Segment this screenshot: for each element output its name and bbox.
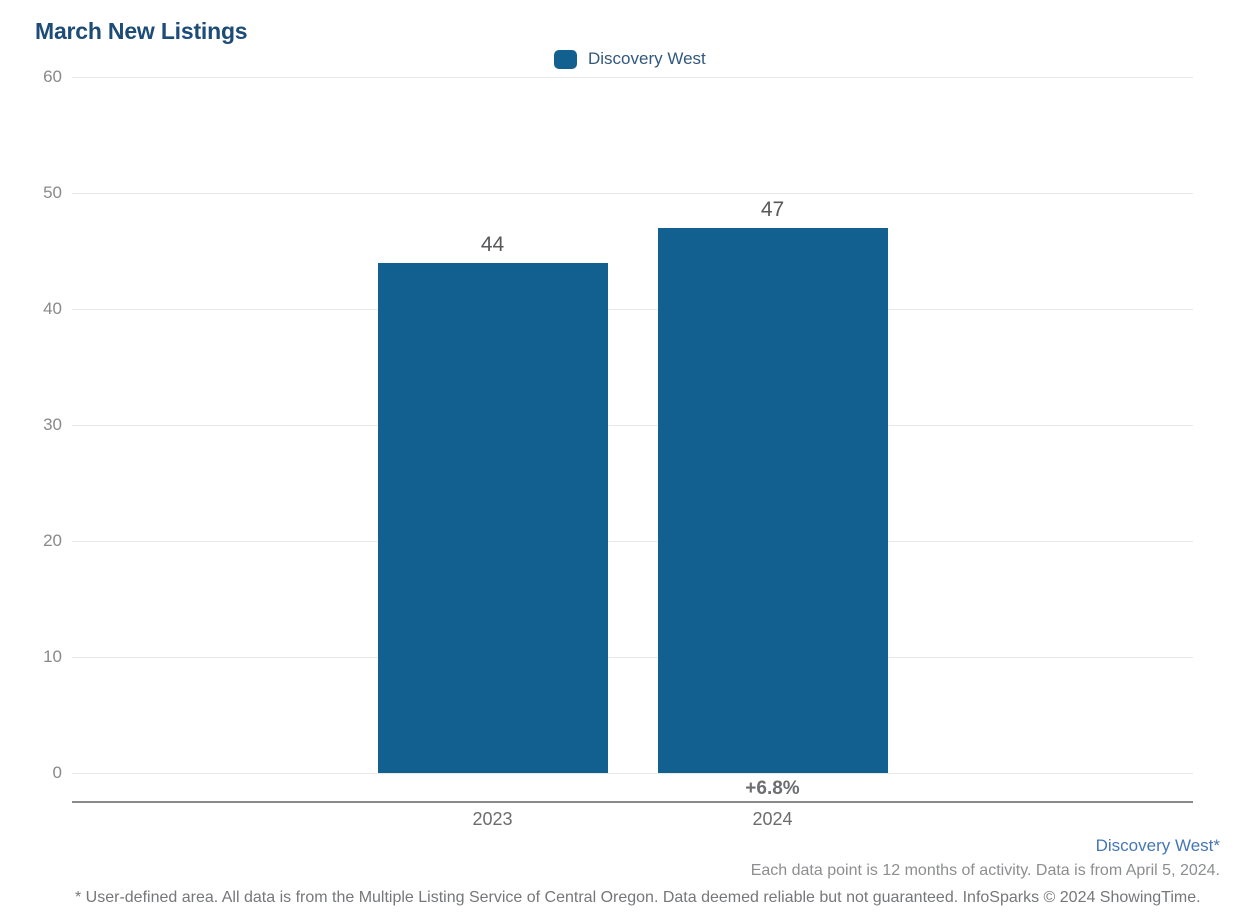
y-tick-label: 30 — [43, 415, 62, 434]
y-tick-label: 60 — [43, 67, 62, 86]
legend-marker-swatch — [554, 49, 577, 69]
y-tick-label: 40 — [43, 299, 62, 318]
gridline — [72, 309, 1193, 310]
y-tick-label: 0 — [52, 763, 62, 782]
gridline — [72, 773, 1193, 774]
gridline — [72, 541, 1193, 542]
y-tick-label: 50 — [43, 183, 62, 202]
bar-2024 — [657, 227, 888, 773]
footer-disclaimer: * User-defined area. All data is from th… — [75, 889, 1201, 906]
gridline — [72, 77, 1193, 78]
footer-area-label: Discovery West* — [1095, 836, 1220, 855]
x-axis-line — [72, 801, 1193, 803]
bar-value-label: 44 — [480, 232, 505, 256]
legend: Discovery West — [554, 49, 706, 69]
bar-2023 — [377, 262, 608, 773]
gridline — [72, 657, 1193, 658]
legend-label: Discovery West — [588, 49, 706, 68]
page-title: March New Listings — [35, 18, 248, 44]
gridline — [72, 425, 1193, 426]
x-tick-label: 2024 — [752, 809, 793, 829]
change-percentage-label: +6.8% — [745, 778, 800, 799]
bar-value-label: 47 — [760, 197, 785, 221]
x-tick-label: 2023 — [472, 809, 513, 829]
y-tick-label: 20 — [43, 531, 62, 550]
gridline — [72, 193, 1193, 194]
y-tick-label: 10 — [43, 647, 62, 666]
footer-data-note: Each data point is 12 months of activity… — [750, 862, 1220, 879]
